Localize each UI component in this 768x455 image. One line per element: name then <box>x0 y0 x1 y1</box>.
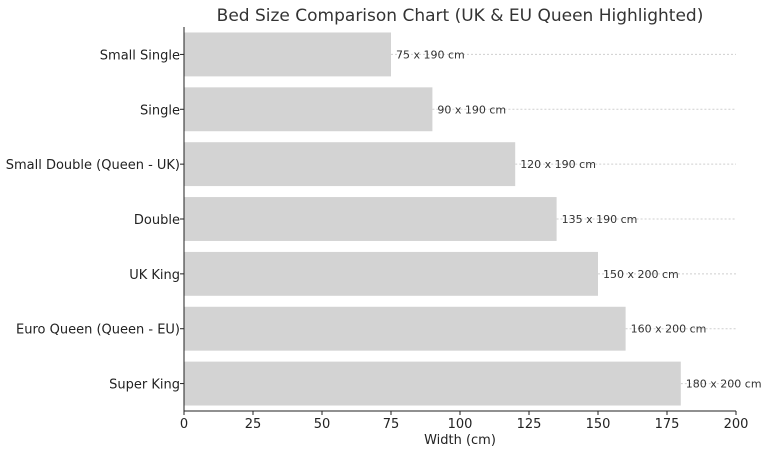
data-label: 150 x 200 cm <box>603 268 679 281</box>
data-label: 160 x 200 cm <box>631 323 707 336</box>
x-tick-label: 50 <box>314 417 331 432</box>
data-label: 75 x 190 cm <box>396 48 465 61</box>
bar <box>184 32 391 77</box>
category-label: Single <box>140 103 180 118</box>
x-tick-label: 0 <box>180 417 188 432</box>
bar <box>184 87 433 132</box>
bar <box>184 306 626 351</box>
x-axis-title: Width (cm) <box>424 433 496 448</box>
x-tick-label: 25 <box>245 417 262 432</box>
x-tick-label: 75 <box>383 417 400 432</box>
x-ticks: 0 25 50 75 100 125 150 175 200 <box>180 411 749 432</box>
x-tick-label: 150 <box>586 417 611 432</box>
data-label: 90 x 190 cm <box>437 103 506 116</box>
bar <box>184 142 516 187</box>
bar <box>184 197 557 241</box>
chart-title: Bed Size Comparison Chart (UK & EU Queen… <box>217 6 704 26</box>
category-label: UK King <box>129 268 180 283</box>
data-label: 135 x 190 cm <box>562 213 638 226</box>
data-label: 180 x 200 cm <box>686 378 762 391</box>
category-label: Small Double (Queen - UK) <box>6 158 180 173</box>
x-tick-label: 200 <box>724 417 749 432</box>
category-label: Euro Queen (Queen - EU) <box>16 323 180 338</box>
grid-lines <box>391 53 736 385</box>
x-tick-label: 125 <box>517 417 542 432</box>
data-labels: 75 x 190 cm 90 x 190 cm 120 x 190 cm 135 x … <box>396 48 762 390</box>
category-label: Double <box>134 213 180 228</box>
bar <box>184 251 598 296</box>
category-label: Super King <box>109 378 180 393</box>
category-labels: Small Single Single Small Double (Queen - … <box>6 48 184 393</box>
x-tick-label: 100 <box>448 417 473 432</box>
category-label: Small Single <box>100 48 180 63</box>
bars <box>184 32 681 406</box>
x-tick-label: 175 <box>655 417 680 432</box>
data-label: 120 x 190 cm <box>520 158 596 171</box>
bar <box>184 361 681 406</box>
